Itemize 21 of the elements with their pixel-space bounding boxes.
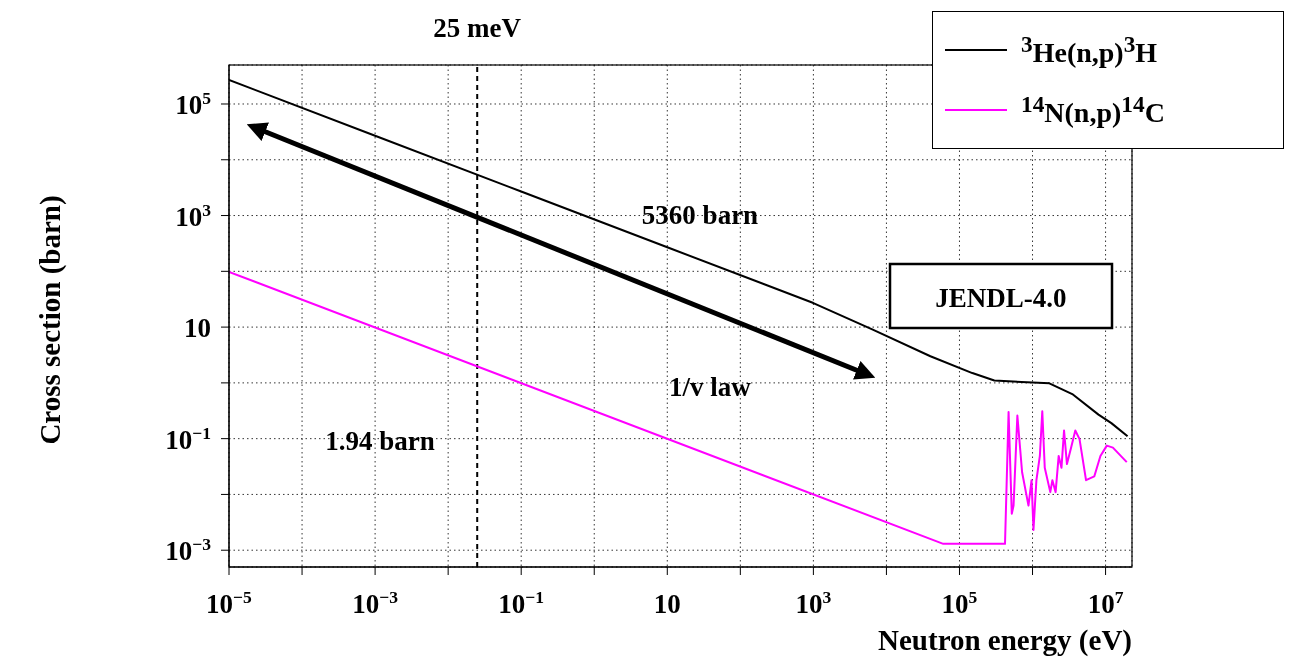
x-tick-label: 10$^{−5}$ [206,587,253,619]
y-tick-label: 10$^{−1}$ [165,422,211,455]
annotation: 1.94 barn [325,426,435,456]
y-axis-title: Cross section (barn) [34,195,67,445]
y-tick-label: 10$^{3}$ [175,199,212,232]
annotation: JENDL-4.0 [935,283,1067,313]
x-tick-label: 10$^{5}$ [941,587,978,619]
legend-label: $^{3}$He(n,p)$^{3}$H [1021,30,1158,70]
x-tick-label: 10$^{3}$ [795,587,832,619]
x-tick-label: 10$^{7}$ [1087,587,1124,619]
y-tick-label: 10$^{5}$ [175,87,212,120]
y-tick-label: 10 [184,313,211,344]
x-tick-label: 10 [653,589,681,619]
y-tick-label: 10$^{−3}$ [165,534,212,567]
annotation: 5360 barn [641,200,759,230]
annotation: 1/v law [669,372,752,402]
x-axis-title: Neutron energy (eV) [878,624,1132,657]
x-tick-label: 10$^{−1}$ [498,587,545,619]
x-tick-label: 10$^{−3}$ [352,587,399,619]
ref-line-label: 25 meV [433,13,522,43]
legend-label: $^{14}$N(n,p)$^{14}$C [1021,90,1165,130]
